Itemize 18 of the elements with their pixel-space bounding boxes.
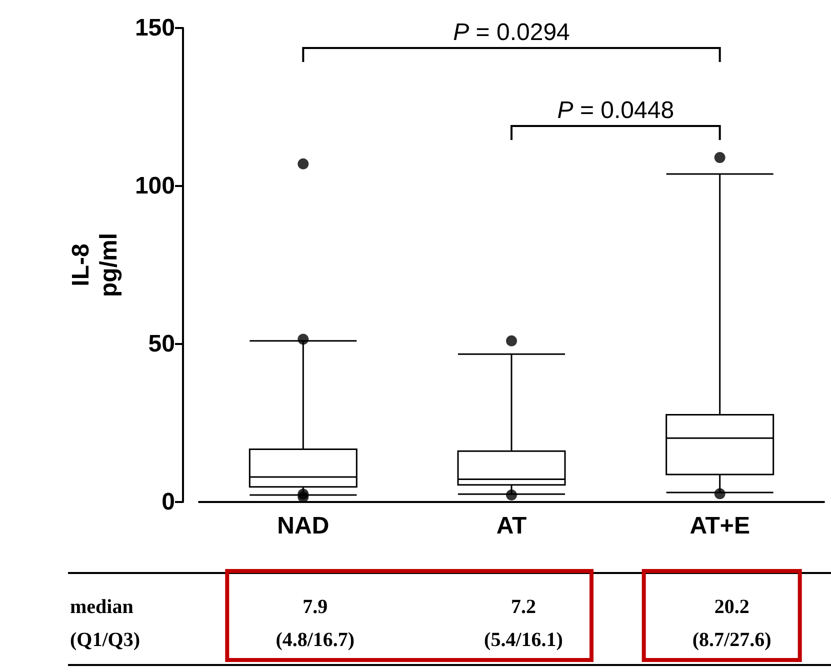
- text: 7.9: [302, 596, 328, 618]
- y-tick-label: 100: [134, 172, 175, 200]
- text: median: [70, 596, 134, 618]
- annotation: P = 0.0448: [557, 97, 674, 124]
- text: (4.8/16.7): [276, 629, 355, 651]
- text: (5.4/16.1): [484, 629, 563, 651]
- y-axis-title: IL-8 pg/ml: [68, 233, 122, 297]
- x-tick-label: NAD: [277, 512, 330, 540]
- text: (Q1/Q3): [70, 629, 140, 651]
- text: 7.2: [511, 596, 536, 618]
- y-tick-label: 150: [134, 14, 175, 42]
- x-tick-label: AT: [496, 512, 527, 540]
- y-tick-label: 50: [148, 330, 175, 358]
- text: (8.7/27.6): [692, 629, 772, 651]
- annotation: P = 0.0294: [453, 19, 570, 46]
- text: 20.2: [714, 596, 750, 618]
- x-tick-label: AT+E: [690, 512, 750, 540]
- y-tick-label: 0: [162, 488, 175, 516]
